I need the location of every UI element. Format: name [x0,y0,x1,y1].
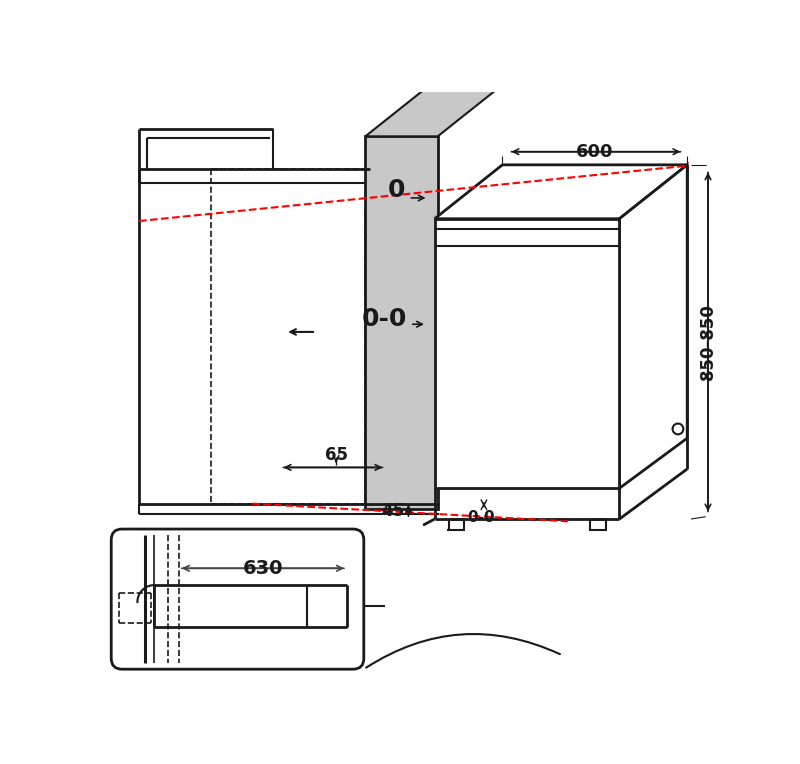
FancyArrowPatch shape [366,634,560,668]
Polygon shape [619,165,687,488]
Text: 0-0: 0-0 [362,307,407,331]
Polygon shape [434,219,619,488]
Text: 630: 630 [242,558,283,578]
Text: 45: 45 [382,501,405,520]
FancyBboxPatch shape [111,529,364,669]
Text: 850-850: 850-850 [699,304,717,380]
Polygon shape [366,83,506,136]
Polygon shape [434,165,687,219]
Text: 0-0: 0-0 [467,510,494,525]
Text: 65: 65 [325,446,347,464]
Text: 0: 0 [387,178,405,202]
Polygon shape [366,136,438,509]
Text: 600: 600 [576,143,614,160]
